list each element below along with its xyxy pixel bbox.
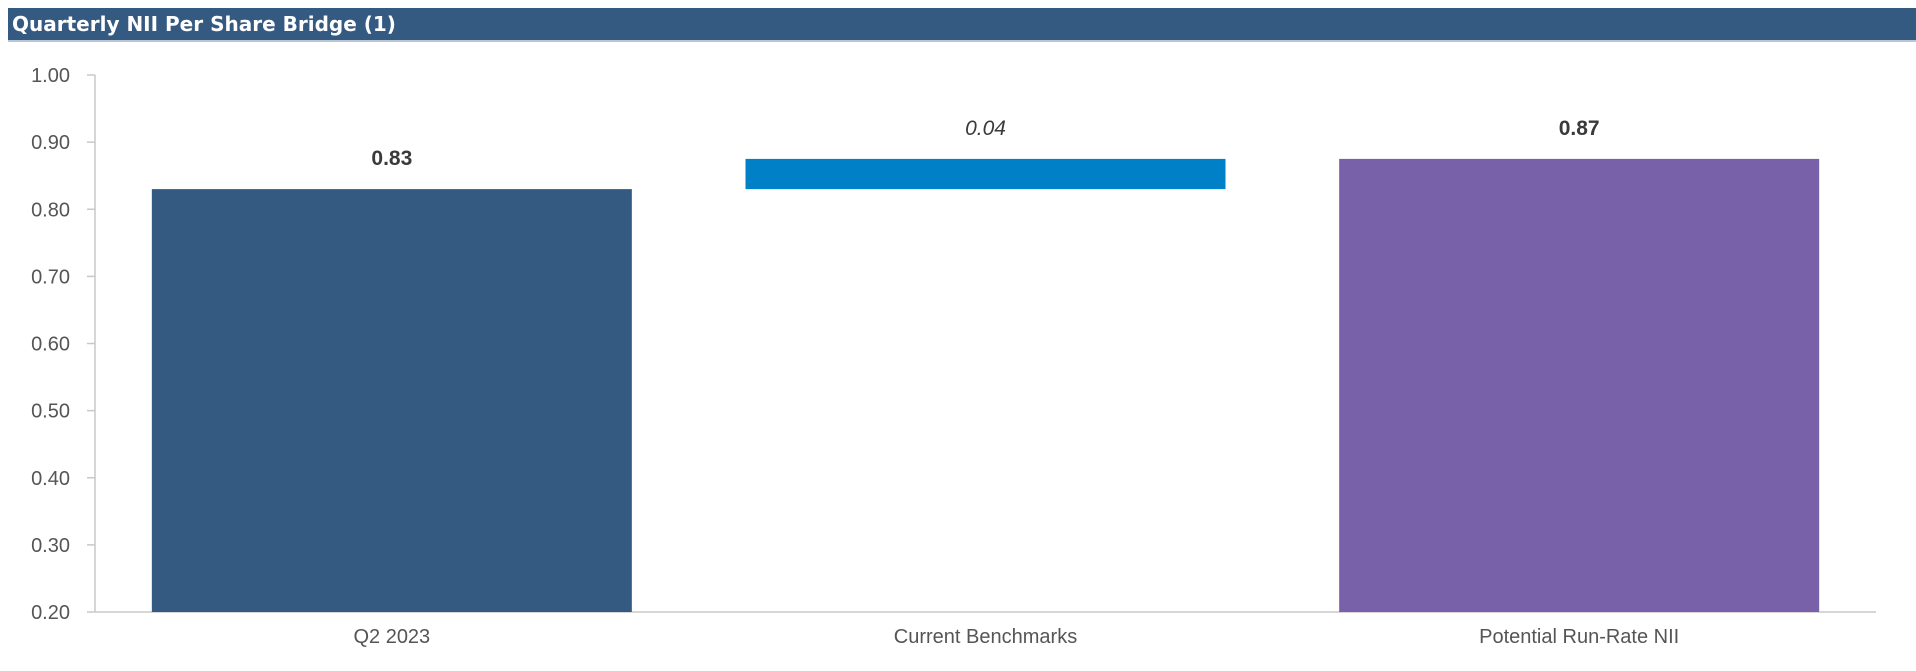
y-tick-label: 0.20 <box>31 602 70 624</box>
bar-potential-run-rate-nii <box>1339 158 1820 612</box>
y-tick-label: 0.60 <box>31 334 70 356</box>
bar-q2-2023 <box>151 189 632 613</box>
data-label: 0.04 <box>965 117 1006 140</box>
x-category-label: Q2 2023 <box>353 626 430 648</box>
x-category-label: Potential Run-Rate NII <box>1479 626 1679 648</box>
bar-current-benchmarks <box>745 158 1226 190</box>
y-tick-label: 0.90 <box>31 132 70 154</box>
y-tick-label: 1.00 <box>31 65 70 87</box>
y-tick-label: 0.30 <box>31 535 70 557</box>
chart-title: Quarterly NII Per Share Bridge (1) <box>12 12 396 36</box>
y-tick-label: 0.80 <box>31 199 70 221</box>
y-tick-label: 0.50 <box>31 401 70 423</box>
x-category-label: Current Benchmarks <box>894 626 1077 648</box>
chart-header-bar: Quarterly NII Per Share Bridge (1) <box>8 8 1916 42</box>
data-label: 0.83 <box>371 147 412 170</box>
y-tick-label: 0.40 <box>31 468 70 490</box>
y-tick-label: 0.70 <box>31 266 70 288</box>
data-label: 0.87 <box>1559 117 1600 140</box>
